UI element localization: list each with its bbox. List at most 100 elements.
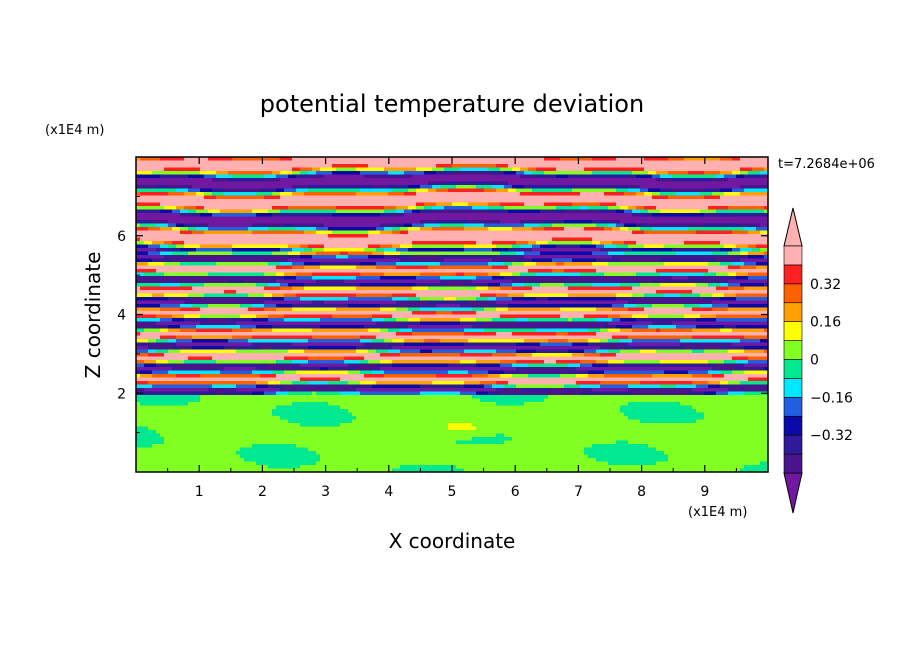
contour-cell [148, 171, 153, 176]
contour-cell [216, 227, 221, 232]
contour-cell [520, 167, 525, 172]
contour-cell [288, 171, 293, 176]
contour-cell [604, 262, 609, 267]
contour-cell [596, 171, 601, 176]
contour-cell [496, 248, 501, 253]
contour-cell [248, 258, 253, 263]
contour-cell [504, 223, 509, 228]
contour-cell [556, 157, 561, 162]
contour-cell [508, 199, 513, 204]
contour-cell [624, 248, 629, 253]
contour-cell [692, 237, 697, 242]
contour-cell [676, 244, 681, 249]
contour-cell [684, 244, 689, 249]
contour-cell [368, 262, 373, 267]
contour-cell [416, 164, 421, 169]
contour-cell [356, 171, 361, 176]
contour-cell [176, 181, 181, 186]
contour-cell [236, 206, 241, 211]
contour-cell [712, 216, 717, 221]
contour-cell [500, 157, 505, 162]
contour-cell [356, 213, 361, 218]
contour-cell [480, 220, 485, 225]
contour-cell [384, 223, 389, 228]
contour-cell [752, 164, 757, 169]
contour-cell [516, 255, 521, 260]
contour-cell [364, 262, 369, 267]
contour-cell [596, 206, 601, 211]
contour-cell [732, 262, 737, 267]
contour-cell [412, 206, 417, 211]
contour-cell [328, 241, 333, 246]
contour-cell [608, 202, 613, 207]
contour-cell [264, 223, 269, 228]
contour-cell [388, 167, 393, 172]
contour-cell [652, 199, 657, 204]
contour-cell [588, 244, 593, 249]
contour-cell [604, 192, 609, 197]
contour-cell [456, 234, 461, 239]
contour-cell [452, 265, 457, 270]
contour-cell [600, 241, 605, 246]
contour-cell [692, 202, 697, 207]
contour-cell [432, 241, 437, 246]
contour-cell [572, 258, 577, 263]
contour-cell [416, 185, 421, 190]
contour-cell [744, 188, 749, 193]
contour-cell [648, 216, 653, 221]
contour-cell [592, 244, 597, 249]
contour-cell [624, 160, 629, 165]
contour-cell [148, 206, 153, 211]
contour-cell [372, 199, 377, 204]
contour-cell [212, 202, 217, 207]
contour-cell [396, 178, 401, 183]
contour-cell [536, 164, 541, 169]
contour-cell [324, 199, 329, 204]
contour-cell [684, 234, 689, 239]
contour-cell [452, 185, 457, 190]
contour-cell [276, 255, 281, 260]
contour-cell [648, 234, 653, 239]
contour-cell [728, 199, 733, 204]
contour-cell [728, 244, 733, 249]
contour-cell [568, 209, 573, 214]
contour-cell [492, 262, 497, 267]
contour-cell [364, 209, 369, 214]
contour-cell [276, 265, 281, 270]
contour-cell [540, 160, 545, 165]
contour-cell [392, 220, 397, 225]
contour-cell [428, 188, 433, 193]
contour-cell [424, 265, 429, 270]
contour-cell [664, 255, 669, 260]
contour-cell [412, 181, 417, 186]
contour-cell [140, 206, 145, 211]
contour-cell [376, 188, 381, 193]
contour-cell [136, 255, 141, 260]
contour-cell [684, 157, 689, 162]
contour-cell [568, 188, 573, 193]
contour-cell [576, 223, 581, 228]
contour-cell [704, 157, 709, 162]
contour-cell [412, 262, 417, 267]
contour-cell [348, 181, 353, 186]
contour-cell [452, 220, 457, 225]
contour-cell [304, 188, 309, 193]
contour-cell [680, 195, 685, 200]
contour-cell [672, 181, 677, 186]
contour-cell [712, 241, 717, 246]
contour-cell [388, 255, 393, 260]
contour-cell [228, 234, 233, 239]
contour-cell [432, 178, 437, 183]
contour-cell [204, 160, 209, 165]
contour-cell [724, 223, 729, 228]
contour-cell [140, 265, 145, 270]
contour-cell [644, 234, 649, 239]
contour-cell [744, 174, 749, 179]
contour-cell [648, 258, 653, 263]
contour-cell [148, 223, 153, 228]
contour-cell [652, 258, 657, 263]
contour-cell [172, 241, 177, 246]
contour-cell [388, 181, 393, 186]
contour-cell [692, 199, 697, 204]
contour-cell [160, 171, 165, 176]
